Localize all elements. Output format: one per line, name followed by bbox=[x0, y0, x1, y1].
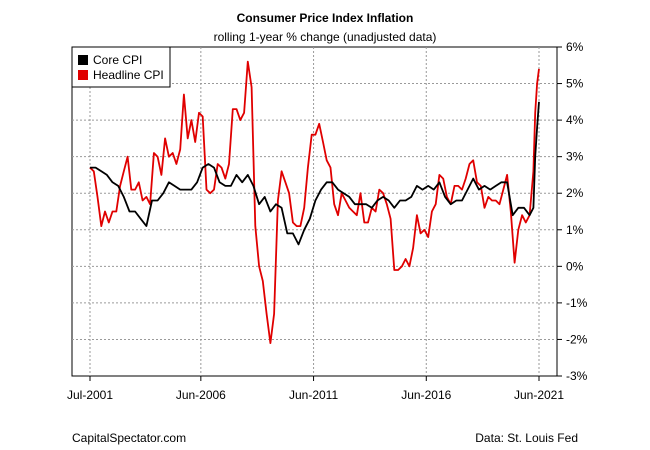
series-line-core-cpi bbox=[90, 101, 540, 246]
x-tick-label: Jun-2006 bbox=[176, 388, 226, 402]
series-line-headline-cpi bbox=[89, 60, 540, 344]
y-tick-label: 1% bbox=[566, 223, 584, 237]
x-tick-label: Jun-2021 bbox=[514, 388, 564, 402]
x-tick-label: Jul-2001 bbox=[67, 388, 113, 402]
y-tick-label: 2% bbox=[566, 186, 584, 200]
legend-label: Core CPI bbox=[93, 53, 142, 67]
footer-source-left: CapitalSpectator.com bbox=[72, 431, 187, 445]
x-tick-label: Jun-2011 bbox=[289, 388, 338, 402]
legend-swatch bbox=[78, 55, 88, 65]
y-tick-label: 4% bbox=[566, 113, 584, 127]
chart-title: Consumer Price Index Inflation bbox=[236, 11, 414, 25]
series-layer bbox=[89, 60, 540, 344]
legend-label: Headline CPI bbox=[93, 68, 164, 82]
footer-source-right: Data: St. Louis Fed bbox=[475, 431, 578, 445]
y-tick-label: 6% bbox=[566, 40, 584, 54]
plot-frame bbox=[71, 46, 558, 377]
chart-subtitle: rolling 1-year % change (unadjusted data… bbox=[213, 30, 437, 44]
y-tick-label: 5% bbox=[566, 77, 584, 91]
y-tick-label: -3% bbox=[566, 369, 588, 383]
legend-swatch bbox=[78, 70, 88, 80]
x-tick-label: Jun-2016 bbox=[401, 388, 451, 402]
grid-lines bbox=[72, 47, 557, 376]
axes: 6% 5% 4% 3% 2% 1% 0% -1% -2% -3% Jul-2001 Jun-2006 J… bbox=[67, 40, 588, 402]
y-tick-label: -2% bbox=[566, 332, 588, 346]
y-tick-label: 3% bbox=[566, 150, 584, 164]
y-tick-label: 0% bbox=[566, 259, 584, 273]
y-tick-label: -1% bbox=[566, 296, 588, 310]
legend-box bbox=[71, 46, 171, 88]
